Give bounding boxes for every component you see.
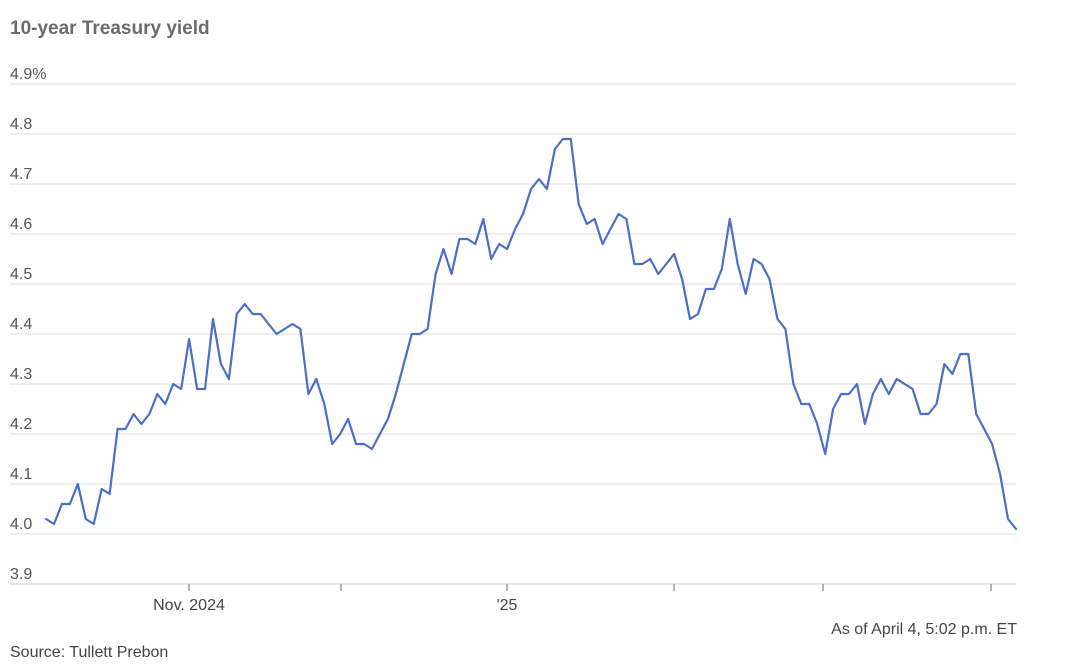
series-line-0 (44, 137, 1018, 531)
source-note: Source: Tullett Prebon (10, 644, 169, 661)
y-tick-label: 4.0 (10, 516, 32, 533)
y-tick-label: 4.4 (10, 316, 32, 333)
as-of-note: As of April 4, 5:02 p.m. ET (831, 621, 1017, 638)
series-lines (44, 137, 1018, 531)
y-tick-label: 4.8 (10, 116, 32, 133)
y-tick-label: 3.9 (10, 566, 32, 583)
x-axis: Nov. 2024 '25 (10, 583, 1016, 614)
gridlines (10, 83, 1016, 585)
y-tick-label: 4.5 (10, 266, 32, 283)
y-tick-label: 4.9% (10, 66, 46, 83)
y-tick-label: 4.6 (10, 216, 32, 233)
x-tick-label: '25 (497, 597, 518, 614)
y-tick-label: 4.1 (10, 466, 32, 483)
x-tick-label: Nov. 2024 (153, 597, 225, 614)
y-tick-label: 4.3 (10, 366, 32, 383)
y-axis-ticks: 4.9% 4.8 4.7 4.6 4.5 4.4 4.3 4.2 4.1 4.0 3.9 (10, 66, 46, 583)
chart-title: 10-year Treasury yield (10, 18, 210, 39)
y-tick-label: 4.2 (10, 416, 32, 433)
y-tick-label: 4.7 (10, 166, 32, 183)
